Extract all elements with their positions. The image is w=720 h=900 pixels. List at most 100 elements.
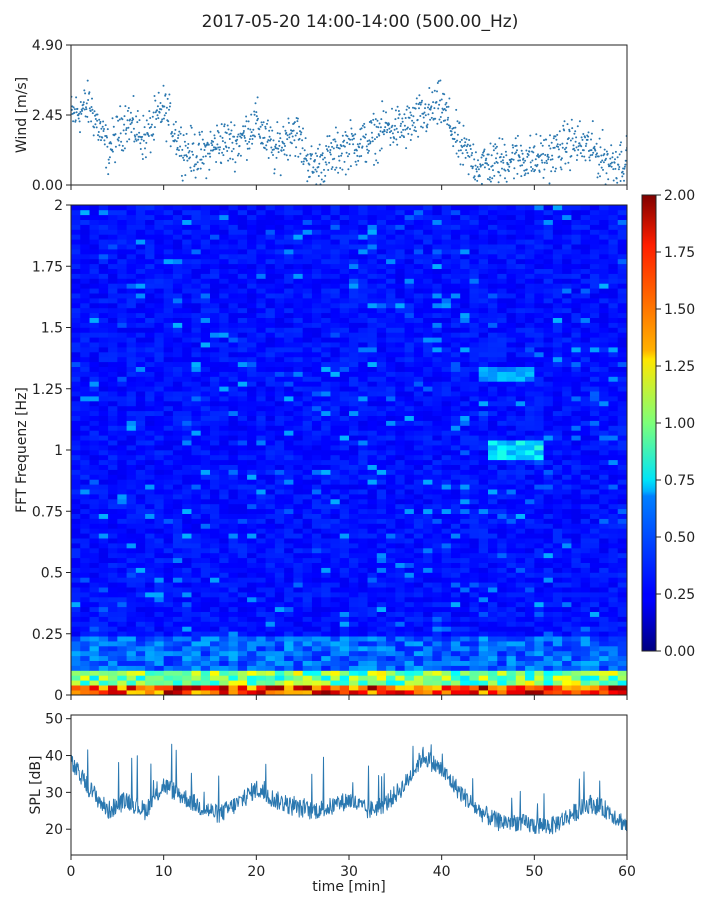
spectrogram-cell xyxy=(265,641,276,647)
spectrogram-cell xyxy=(191,641,202,647)
wind-point xyxy=(487,153,490,156)
spectrogram-cell xyxy=(80,410,90,416)
spectrogram-cell xyxy=(98,405,109,412)
spectrogram-cell xyxy=(126,660,137,666)
spectrogram-cell xyxy=(441,670,452,676)
spectrogram-cell xyxy=(172,611,183,617)
spectrogram-cell xyxy=(432,543,442,549)
wind-point xyxy=(278,144,281,147)
spectrogram-cell xyxy=(284,518,294,524)
wind-point xyxy=(404,128,407,131)
spectrogram-cell xyxy=(580,660,591,666)
spectrogram-cell xyxy=(478,459,489,465)
spectrogram-cell xyxy=(145,577,155,583)
spectrogram-cell xyxy=(599,572,609,578)
spectrogram-cell xyxy=(182,425,192,431)
wind-point xyxy=(371,140,374,143)
spectrogram-cell xyxy=(543,543,554,549)
wind-point xyxy=(553,146,556,149)
wind-point xyxy=(311,153,313,156)
spectrogram-cell xyxy=(71,646,81,652)
spectrogram-cell xyxy=(191,484,202,490)
spectrogram-cell xyxy=(237,606,248,612)
spectrogram-cell xyxy=(247,528,257,534)
wind-point xyxy=(424,114,427,117)
spectrogram-cell xyxy=(543,425,554,431)
spectrogram-cell xyxy=(515,415,526,421)
spectrogram-cell xyxy=(599,459,609,465)
spectrogram-cell xyxy=(386,690,396,696)
wind-point xyxy=(366,148,369,151)
spectrogram-cell xyxy=(562,616,572,622)
spectrogram-cell xyxy=(237,445,248,451)
spectrogram-cell xyxy=(460,459,470,465)
spectrogram-cell xyxy=(562,435,572,441)
spectrogram-cell xyxy=(580,650,591,657)
spectrogram-cell xyxy=(423,690,433,696)
spectrogram-cell xyxy=(237,557,248,563)
spectrogram-cell xyxy=(117,538,127,544)
spectrogram-cell xyxy=(571,567,581,573)
wind-point xyxy=(623,165,626,168)
spectrogram-cell xyxy=(534,503,544,510)
spectrogram-cell xyxy=(552,606,563,612)
wind-point xyxy=(600,166,603,169)
spectrogram-cell xyxy=(608,528,619,534)
spectrogram-cell xyxy=(135,508,146,514)
spectrogram-cell xyxy=(432,626,442,632)
spectrogram-cell xyxy=(191,557,202,563)
spectrogram-cell xyxy=(284,626,294,632)
wind-point xyxy=(510,160,512,163)
spectrogram-cell xyxy=(182,528,192,534)
wind-point xyxy=(118,144,121,147)
wind-point xyxy=(568,128,571,131)
spectrogram-cell xyxy=(71,611,81,617)
spectrogram-cell xyxy=(135,464,146,470)
spectrogram-cell xyxy=(321,592,331,598)
wind-point xyxy=(267,157,270,159)
wind-point xyxy=(349,165,352,168)
spectrogram-cell xyxy=(515,552,526,559)
spectrogram-cell xyxy=(432,660,442,666)
spectrogram-cell xyxy=(284,582,294,588)
spectrogram-cell xyxy=(423,543,433,549)
spectrogram-cell xyxy=(228,685,239,691)
spectrogram-cell xyxy=(349,499,359,505)
spectrogram-cell xyxy=(321,415,331,421)
spectrogram-cell xyxy=(349,450,359,456)
spectrogram-cell xyxy=(386,567,396,573)
spectrogram-cell xyxy=(71,474,81,480)
wind-point xyxy=(324,161,327,164)
spectrogram-cell xyxy=(608,499,619,505)
spectrogram-cell xyxy=(515,611,526,617)
spectrogram-cell xyxy=(219,685,229,691)
spectrogram-cell xyxy=(617,513,628,519)
wind-point xyxy=(192,142,195,145)
spectrogram-cell xyxy=(126,562,137,568)
spectrogram-cell xyxy=(265,533,276,539)
spectrogram-cell xyxy=(386,680,396,686)
wind-point xyxy=(273,168,276,171)
spectrogram-cell xyxy=(339,685,350,691)
spectrogram-cell xyxy=(413,503,424,510)
spectrogram-cell xyxy=(432,538,442,544)
spectrogram-cell xyxy=(423,479,433,485)
spectrogram-cell xyxy=(126,636,137,642)
spectrogram-cell xyxy=(497,587,507,593)
wind-point xyxy=(174,120,177,123)
spectrogram-cell xyxy=(163,528,174,534)
spectrogram-cell xyxy=(497,552,507,559)
spectrogram-cell xyxy=(311,464,322,470)
spectrogram-cell xyxy=(126,552,137,559)
wind-point xyxy=(460,138,463,141)
spectrogram-cell xyxy=(562,621,572,627)
spectrogram-cell xyxy=(126,425,137,431)
wind-point xyxy=(255,115,258,118)
spectrogram-cell xyxy=(256,499,266,505)
spectrogram-cell xyxy=(608,660,619,666)
spectrogram-cell xyxy=(274,675,285,681)
wind-point xyxy=(310,154,313,157)
wind-point xyxy=(421,126,424,129)
wind-point xyxy=(279,137,282,140)
spectrogram-cell xyxy=(89,435,100,441)
